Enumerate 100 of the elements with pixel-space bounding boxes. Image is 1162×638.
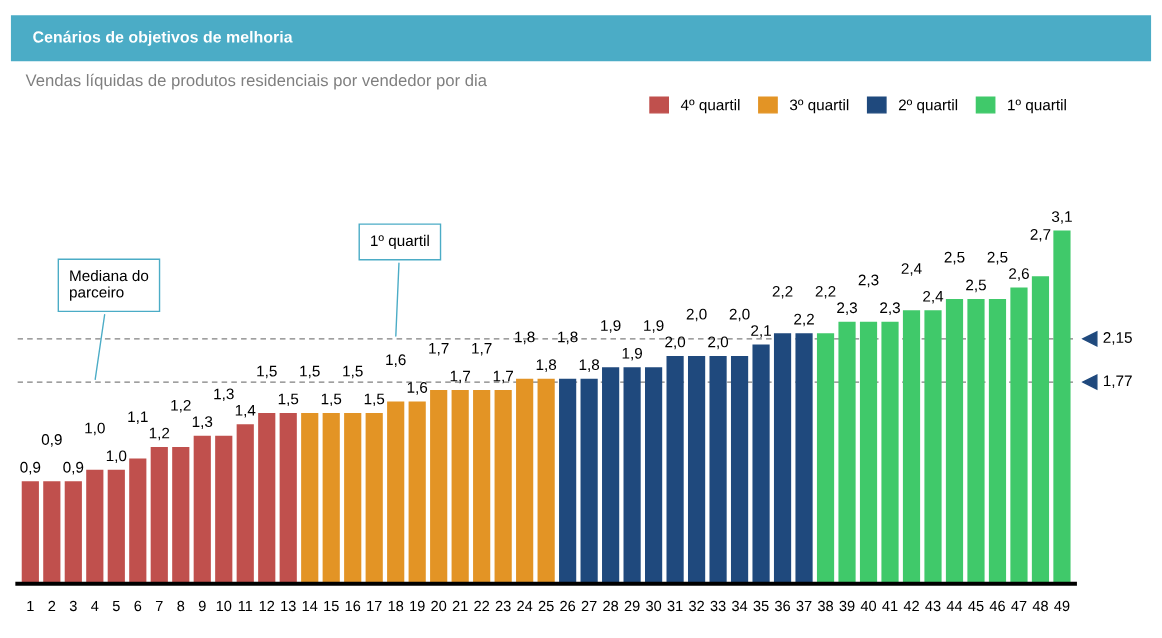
bar [322, 412, 340, 584]
bar [344, 412, 362, 584]
x-tick-label: 25 [538, 600, 554, 612]
bar [967, 298, 985, 584]
bar [623, 367, 641, 584]
data-label: 2,0 [708, 336, 729, 350]
annotation: 1º quartil [371, 234, 429, 250]
x-tick-label: 8 [177, 600, 185, 612]
data-label: 2,3 [880, 302, 900, 315]
x-tick-label: 34 [732, 600, 748, 612]
bar [172, 447, 190, 584]
x-tick-label: 20 [431, 600, 447, 612]
data-label: 1,5 [321, 393, 342, 407]
x-tick-label: 19 [410, 600, 425, 612]
bar [795, 333, 813, 584]
bar [945, 298, 964, 584]
x-tick-label: 40 [860, 600, 877, 612]
x-tick-label: 44 [946, 600, 963, 612]
chart-subtitle: Vendas líquidas de produtos residenciais por vendedor por dia [25, 73, 487, 90]
bar [773, 333, 792, 584]
legend-label: 3º quartil [789, 99, 849, 114]
bar [838, 321, 856, 584]
x-tick-label: 21 [452, 600, 468, 612]
data-label: 2,5 [944, 251, 965, 265]
x-tick-label: 37 [796, 600, 812, 612]
x-tick-label: 23 [495, 600, 511, 612]
data-label: 2,0 [686, 308, 707, 322]
bar [924, 310, 942, 584]
bar [859, 321, 878, 584]
x-tick-label: 35 [753, 600, 769, 612]
data-label: 1,7 [472, 343, 492, 356]
data-label: 1,1 [128, 411, 148, 424]
data-label: 1,5 [343, 365, 363, 379]
x-tick-label: 1 [27, 600, 34, 612]
x-tick-label: 39 [839, 600, 855, 612]
data-label: 1,0 [106, 450, 127, 464]
x-tick-label: 26 [560, 600, 576, 612]
data-label: 1,8 [536, 359, 557, 372]
x-tick-label: 33 [710, 600, 726, 612]
data-label: 3,1 [1051, 211, 1072, 224]
bar [365, 412, 383, 584]
x-tick-label: 29 [624, 600, 640, 612]
x-tick-label: 27 [581, 600, 597, 612]
data-label: 2,2 [772, 285, 793, 299]
x-tick-label: 16 [345, 600, 361, 612]
data-label: 1,5 [300, 365, 320, 379]
x-tick-label: 38 [817, 600, 834, 612]
data-label: 1,9 [644, 320, 664, 333]
bar [150, 447, 168, 584]
x-tick-label: 9 [198, 600, 206, 612]
x-tick-label: 2 [48, 600, 56, 612]
data-label: 1,8 [579, 359, 600, 372]
x-tick-label: 11 [238, 600, 253, 612]
bar [451, 390, 469, 584]
data-label: 2,2 [815, 285, 836, 299]
data-label: 1,7 [450, 370, 471, 384]
data-label: 2,7 [1030, 228, 1051, 242]
x-tick-label: 10 [216, 600, 232, 612]
ref-line-label: 1,77 [1103, 375, 1132, 389]
x-tick-label: 36 [775, 600, 791, 612]
data-label: 0,9 [41, 434, 62, 447]
data-label: 1,5 [278, 393, 299, 407]
bar [430, 390, 448, 584]
x-tick-label: 28 [603, 600, 619, 612]
data-label: 0,9 [20, 461, 41, 475]
bar [687, 355, 706, 584]
bar [494, 390, 512, 584]
bar [258, 412, 276, 584]
x-tick-label: 43 [925, 600, 941, 612]
bar [881, 321, 899, 584]
data-label: 0,9 [63, 461, 84, 475]
data-label: 2,0 [665, 336, 686, 350]
data-label: 1,2 [171, 399, 191, 413]
data-label: 2,0 [729, 308, 750, 322]
x-tick-label: 18 [388, 600, 404, 612]
bar [129, 458, 147, 584]
bar [1010, 287, 1028, 584]
bar [193, 435, 211, 584]
bar [559, 378, 577, 584]
bar [666, 355, 684, 584]
data-label: 2,4 [923, 290, 944, 304]
bar [516, 378, 534, 584]
x-tick-label: 46 [989, 600, 1005, 612]
x-tick-label: 12 [259, 600, 275, 612]
data-label: 1,8 [558, 331, 578, 345]
bar [473, 390, 491, 584]
x-tick-label: 14 [302, 600, 318, 612]
bar [301, 412, 319, 584]
x-tick-label: 17 [367, 600, 382, 612]
x-tick-label: 6 [134, 600, 142, 612]
legend-label: 1º quartil [1008, 99, 1066, 114]
x-tick-label: 48 [1032, 600, 1048, 612]
x-tick-label: 30 [646, 600, 662, 612]
data-label: 1,7 [493, 370, 514, 384]
data-label: 2,3 [837, 302, 857, 315]
bar [730, 355, 749, 584]
x-tick-label: 4 [91, 600, 99, 612]
bar [537, 378, 555, 584]
bar [902, 310, 921, 584]
legend-label: 2º quartil [898, 99, 958, 114]
